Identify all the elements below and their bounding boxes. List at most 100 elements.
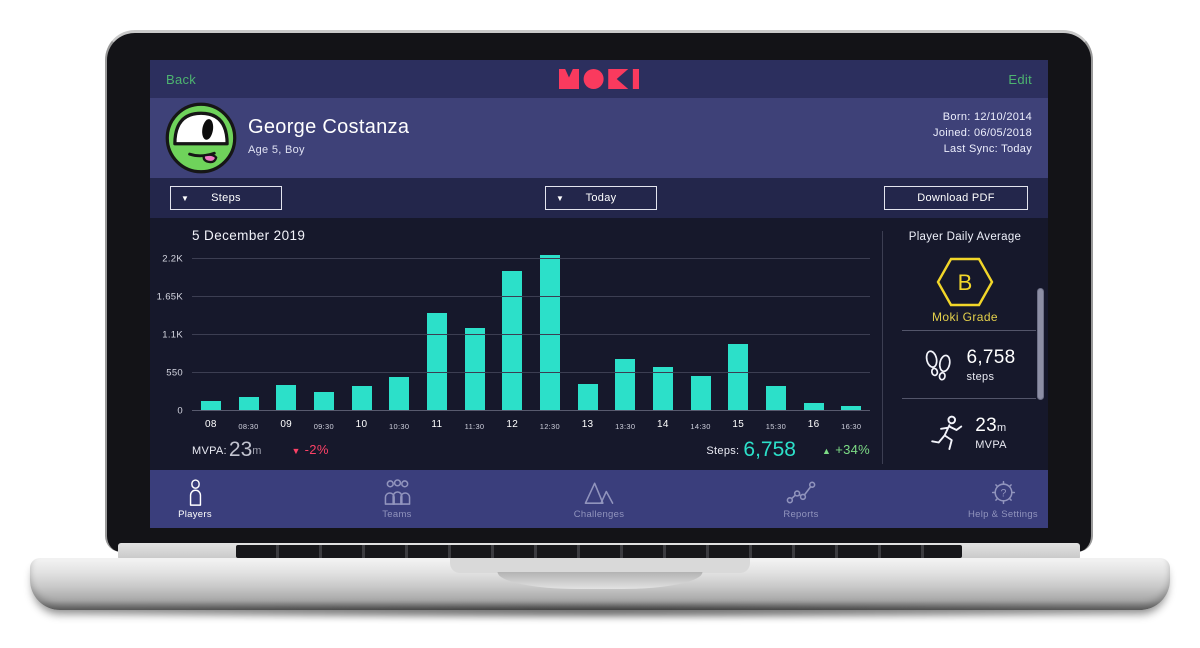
avg-steps-value: 6,758 [966,347,1016,368]
nav-item-challenges[interactable]: Challenges [564,470,634,528]
x-axis-tick: 09 [280,419,293,430]
steps-change: ▲ +34% [821,442,870,457]
mvpa-change: ▼ -2% [291,442,329,457]
period-dropdown-value: Today [585,192,617,204]
player-last-sync: Last Sync: Today [943,143,1032,155]
gridline [192,371,870,373]
player-avatar [165,102,237,174]
x-axis-tick: 10 [355,419,368,430]
bar-15 [728,343,749,411]
avg-mvpa-unit: m [996,422,1007,434]
divider [902,330,1036,331]
x-axis-tick: 16:30 [841,422,862,431]
plot-area: 0 550 1.1K 1.65K 2.2K [157,245,870,417]
x-axis-tick: 08 [204,419,217,430]
moki-logo-icon [559,69,639,89]
player-born: Born: 12/10/2014 [942,111,1032,123]
player-joined: Joined: 06/05/2018 [933,127,1032,139]
laptop-shadow [55,604,1145,620]
caret-down-icon: ▼ [181,194,190,203]
bar-13 [577,384,598,411]
svg-text:?: ? [1000,487,1006,499]
nav-item-teams[interactable]: Teams [362,470,432,528]
download-pdf-label: Download PDF [917,192,995,204]
daily-average-panel: Player Daily Average B Moki Grade [882,218,1048,470]
edit-button[interactable]: Edit [1008,71,1032,87]
y-axis-tick: 1.65K [156,291,183,303]
filter-bar: ▼ Steps ▼ Today Download PDF [150,178,1048,218]
x-axis-tick: 12:30 [539,422,561,431]
bar-13:30 [615,358,636,411]
x-axis-tick: 13 [581,419,594,430]
avg-mvpa-stat: 23m MVPA [896,404,1040,462]
bar-09 [276,385,297,411]
mvpa-value: 23 [228,438,253,461]
x-axis-tick: 11:30 [464,422,485,431]
moki-grade-badge: B [936,257,994,307]
bar-14 [652,367,673,411]
laptop-keyboard-deck [118,543,1080,560]
download-pdf-button[interactable]: Download PDF [884,186,1028,210]
gridline [192,410,870,411]
metric-dropdown[interactable]: ▼ Steps [170,186,282,210]
bar-11 [426,313,447,411]
bar-15:30 [765,386,786,411]
scrollbar-thumb[interactable] [1037,288,1044,400]
report-graph-icon [786,481,815,503]
triangle-up-icon: ▲ [821,446,832,456]
avg-steps-stat: 6,758 steps [896,336,1040,394]
steps-label: Steps: [706,445,740,457]
gridline [192,295,870,297]
x-axis-tick: 15:30 [765,422,787,431]
gear-question-icon: ? [991,480,1015,504]
divider [902,398,1036,399]
x-axis-tick: 08:30 [238,422,259,431]
laptop-keyboard [236,545,962,558]
avg-mvpa-label: MVPA [975,439,1007,451]
player-meta: Born: 12/10/2014 Joined: 06/05/2018 Last… [933,109,1032,157]
player-age-gender: Age 5, Boy [248,144,305,156]
gridline [192,257,870,259]
daily-average-heading: Player Daily Average [908,231,1022,243]
avg-steps-unit: steps [966,371,995,383]
x-axis-tick: 16 [807,419,820,430]
period-dropdown[interactable]: ▼ Today [545,186,657,210]
x-axis-labels: 08 08:30 09 09:30 10 10:30 11 11:30 12 12:30 13 13:… [192,415,870,433]
teams-icon [384,478,410,505]
moki-grade-label: Moki Grade [931,310,999,324]
x-axis-tick: 09:30 [313,422,334,431]
bar-08:30 [238,397,259,411]
bar-16:30 [841,405,862,411]
nav-item-reports[interactable]: Reports [766,470,836,528]
x-axis-tick: 15 [732,419,745,430]
mvpa-label: MVPA: [192,445,227,457]
laptop-trackpad [450,558,750,573]
bars [192,245,870,411]
triangle-down-icon: ▼ [291,446,301,456]
gridline [192,333,870,335]
bar-09:30 [313,391,334,411]
x-axis-tick: 12 [506,419,519,430]
bar-12 [502,270,523,411]
bar-10 [351,385,372,411]
laptop-base [30,558,1170,610]
nav-item-help-settings[interactable]: ? Help & Settings [968,470,1038,528]
player-name: George Costanza [248,116,410,138]
bar-14:30 [690,376,711,411]
grade-letter: B [958,270,973,295]
nav-item-players[interactable]: Players [160,470,230,528]
footprints-icon [926,350,952,381]
y-axis-tick: 550 [166,367,183,379]
laptop-lid-notch [497,572,703,589]
main-content: 5 December 2019 0 550 1.1K 1.65K 2.2K 08 08:3… [150,218,1048,470]
bar-16 [803,403,824,411]
player-icon [189,478,201,506]
bar-08 [200,400,221,411]
y-axis-tick: 2.2K [162,253,183,265]
back-button[interactable]: Back [166,71,197,87]
metric-dropdown-value: Steps [211,192,241,204]
x-axis-tick: 10:30 [389,422,410,431]
bar-10:30 [389,377,410,411]
bar-11:30 [464,328,485,411]
y-axis-tick: 0 [177,405,183,417]
